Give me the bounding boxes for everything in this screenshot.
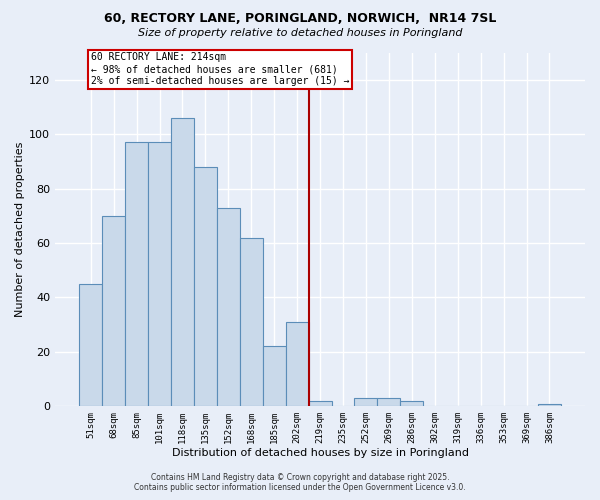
Bar	[125, 142, 148, 406]
Bar	[286, 322, 308, 406]
Bar	[194, 167, 217, 406]
Text: Contains HM Land Registry data © Crown copyright and database right 2025.
Contai: Contains HM Land Registry data © Crown c…	[134, 473, 466, 492]
Bar	[377, 398, 400, 406]
Bar	[308, 401, 332, 406]
Bar	[400, 401, 423, 406]
Bar	[240, 238, 263, 406]
X-axis label: Distribution of detached houses by size in Poringland: Distribution of detached houses by size …	[172, 448, 469, 458]
Bar	[148, 142, 171, 406]
Y-axis label: Number of detached properties: Number of detached properties	[15, 142, 25, 317]
Text: 60, RECTORY LANE, PORINGLAND, NORWICH,  NR14 7SL: 60, RECTORY LANE, PORINGLAND, NORWICH, N…	[104, 12, 496, 26]
Bar	[102, 216, 125, 406]
Text: 60 RECTORY LANE: 214sqm
← 98% of detached houses are smaller (681)
2% of semi-de: 60 RECTORY LANE: 214sqm ← 98% of detache…	[91, 52, 349, 86]
Bar	[538, 404, 561, 406]
Bar	[171, 118, 194, 406]
Bar	[217, 208, 240, 406]
Bar	[263, 346, 286, 406]
Bar	[355, 398, 377, 406]
Text: Size of property relative to detached houses in Poringland: Size of property relative to detached ho…	[138, 28, 462, 38]
Bar	[79, 284, 102, 406]
